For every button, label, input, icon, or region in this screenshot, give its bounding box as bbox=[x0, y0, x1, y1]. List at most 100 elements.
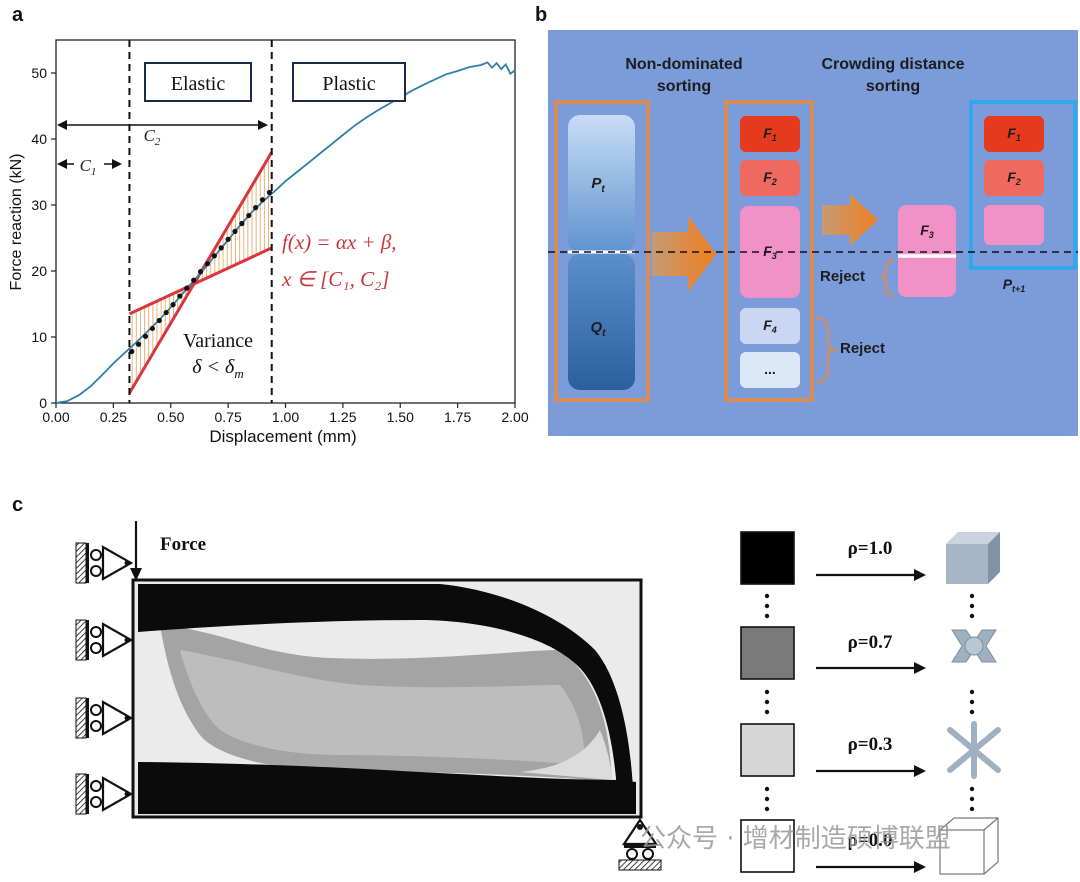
force-arrow-head bbox=[130, 568, 142, 581]
swatch-rho-07 bbox=[740, 626, 795, 680]
rho-label-07: ρ=0.7 bbox=[848, 632, 893, 653]
y-axis-label: Force reaction (kN) bbox=[8, 154, 25, 291]
fit-point bbox=[197, 269, 204, 275]
next-f1-label: F1 bbox=[1007, 125, 1021, 143]
x-axis-label: Displacement (mm) bbox=[209, 427, 356, 446]
x-tick-label: 0.75 bbox=[215, 409, 242, 425]
front-more bbox=[740, 352, 800, 388]
fit-point bbox=[204, 261, 211, 267]
c2-arrow bbox=[57, 120, 268, 130]
pt-label: Pt bbox=[591, 175, 605, 195]
fit-point bbox=[177, 293, 183, 299]
x-ticks: 0.00 0.25 0.50 0.75 1.00 1.25 1.50 1.75 2.00 bbox=[42, 403, 529, 425]
plastic-label: Plastic bbox=[322, 73, 375, 95]
lattice-rho-03-icon bbox=[947, 721, 1001, 779]
roller-support bbox=[75, 773, 134, 815]
bottom-right-support bbox=[618, 818, 662, 871]
front-f2 bbox=[740, 160, 800, 196]
plot-frame bbox=[55, 39, 516, 404]
f1-label: F1 bbox=[763, 125, 777, 143]
x-tick-label: 1.25 bbox=[329, 409, 356, 425]
f2-label: F2 bbox=[763, 169, 777, 187]
fit-point bbox=[142, 333, 149, 339]
fit-point bbox=[156, 317, 162, 324]
elastic-box bbox=[144, 62, 252, 102]
region-boundaries bbox=[128, 40, 273, 403]
reject-label-2: Reject bbox=[840, 340, 885, 357]
arrow-to-crowding bbox=[822, 194, 878, 246]
y-tick-label: 50 bbox=[31, 65, 47, 81]
pt-block bbox=[568, 115, 635, 252]
fit-point bbox=[191, 277, 197, 283]
fit-point bbox=[136, 341, 142, 347]
fronts-frame bbox=[724, 100, 814, 402]
fit-point bbox=[266, 189, 273, 196]
arrow-to-fronts bbox=[652, 216, 716, 292]
fit-point bbox=[259, 197, 266, 203]
variance-expression: δ < δm bbox=[192, 356, 243, 381]
swatch-rho-1 bbox=[740, 531, 795, 585]
swatch-rho-03 bbox=[740, 723, 795, 777]
next-f3-part bbox=[984, 205, 1044, 245]
watermark-text: 公众号 · 增材制造硕博联盟 bbox=[640, 824, 951, 854]
force-curve bbox=[55, 61, 516, 404]
qt-label: Qt bbox=[590, 319, 606, 339]
next-population-frame bbox=[969, 100, 1077, 270]
x-tick-label: 0.25 bbox=[100, 409, 127, 425]
fit-point bbox=[184, 285, 190, 291]
c2-label: C2 bbox=[144, 126, 161, 148]
next-f2-label: F2 bbox=[1007, 169, 1021, 187]
y-tick-label: 0 bbox=[39, 395, 47, 411]
x-tick-label: 0.00 bbox=[42, 409, 69, 425]
legend-arrows bbox=[816, 569, 926, 873]
front-f1 bbox=[740, 116, 800, 152]
reject-label-1: Reject bbox=[820, 268, 865, 285]
fit-line bbox=[128, 246, 273, 316]
plastic-box bbox=[292, 62, 406, 102]
roller-support bbox=[75, 697, 134, 739]
topology-panel: Force ρ=1.0 ρ=0.7 ρ=0.3 ρ=0.0 bbox=[75, 521, 1001, 875]
legend-dots bbox=[764, 593, 975, 812]
variance-label: Variance bbox=[183, 330, 253, 352]
fit-point bbox=[149, 325, 155, 332]
sorting-diagram-svg: Non-dominated sorting Crowding distance … bbox=[548, 56, 1078, 402]
more-fronts-label: ... bbox=[764, 361, 776, 377]
c1-label-bg bbox=[74, 152, 104, 174]
fit-point bbox=[218, 245, 224, 251]
fit-point bbox=[232, 228, 238, 234]
panel-label-a: a bbox=[12, 4, 24, 26]
rho-label-0: ρ=0.0 bbox=[848, 830, 893, 851]
elastic-label: Elastic bbox=[171, 73, 226, 95]
rho-label-03: ρ=0.3 bbox=[848, 734, 893, 755]
title-nondominated-1: Non-dominated bbox=[625, 56, 742, 73]
nsga-sorting-diagram: Non-dominated sorting Crowding distance … bbox=[548, 30, 1078, 436]
light-wedge bbox=[520, 730, 612, 780]
lattice-rho-07-icon bbox=[951, 629, 997, 663]
y-tick-label: 10 bbox=[31, 329, 47, 345]
panel-label-c: c bbox=[12, 494, 24, 516]
fit-points bbox=[129, 189, 273, 355]
front-f4 bbox=[740, 308, 800, 344]
x-tick-label: 1.00 bbox=[272, 409, 299, 425]
fit-point bbox=[211, 253, 217, 259]
bottom-solid-member bbox=[138, 762, 636, 814]
f3-label: F3 bbox=[763, 243, 777, 261]
left-roller-supports bbox=[75, 542, 134, 815]
y-tick-label: 30 bbox=[31, 197, 47, 213]
fit-point bbox=[163, 309, 169, 316]
y-ticks: 0 10 20 30 40 50 bbox=[31, 65, 56, 411]
crowding-f3-block bbox=[898, 205, 956, 297]
f4-label: F4 bbox=[763, 317, 777, 335]
design-domain bbox=[131, 578, 643, 819]
solid-cube-icon bbox=[946, 532, 1000, 584]
top-solid-member bbox=[138, 584, 634, 810]
rho-label-1: ρ=1.0 bbox=[848, 538, 893, 559]
x-tick-label: 2.00 bbox=[501, 409, 528, 425]
force-displacement-chart: 0.00 0.25 0.50 0.75 1.00 1.25 1.50 1.75 2.00 0 10… bbox=[8, 39, 529, 446]
swatch-rho-0 bbox=[740, 819, 795, 873]
reject-brace-2 bbox=[815, 317, 837, 383]
y-tick-label: 20 bbox=[31, 263, 47, 279]
y-tick-label: 40 bbox=[31, 131, 47, 147]
title-crowding-2: sorting bbox=[866, 78, 920, 95]
next-f2 bbox=[984, 160, 1044, 196]
